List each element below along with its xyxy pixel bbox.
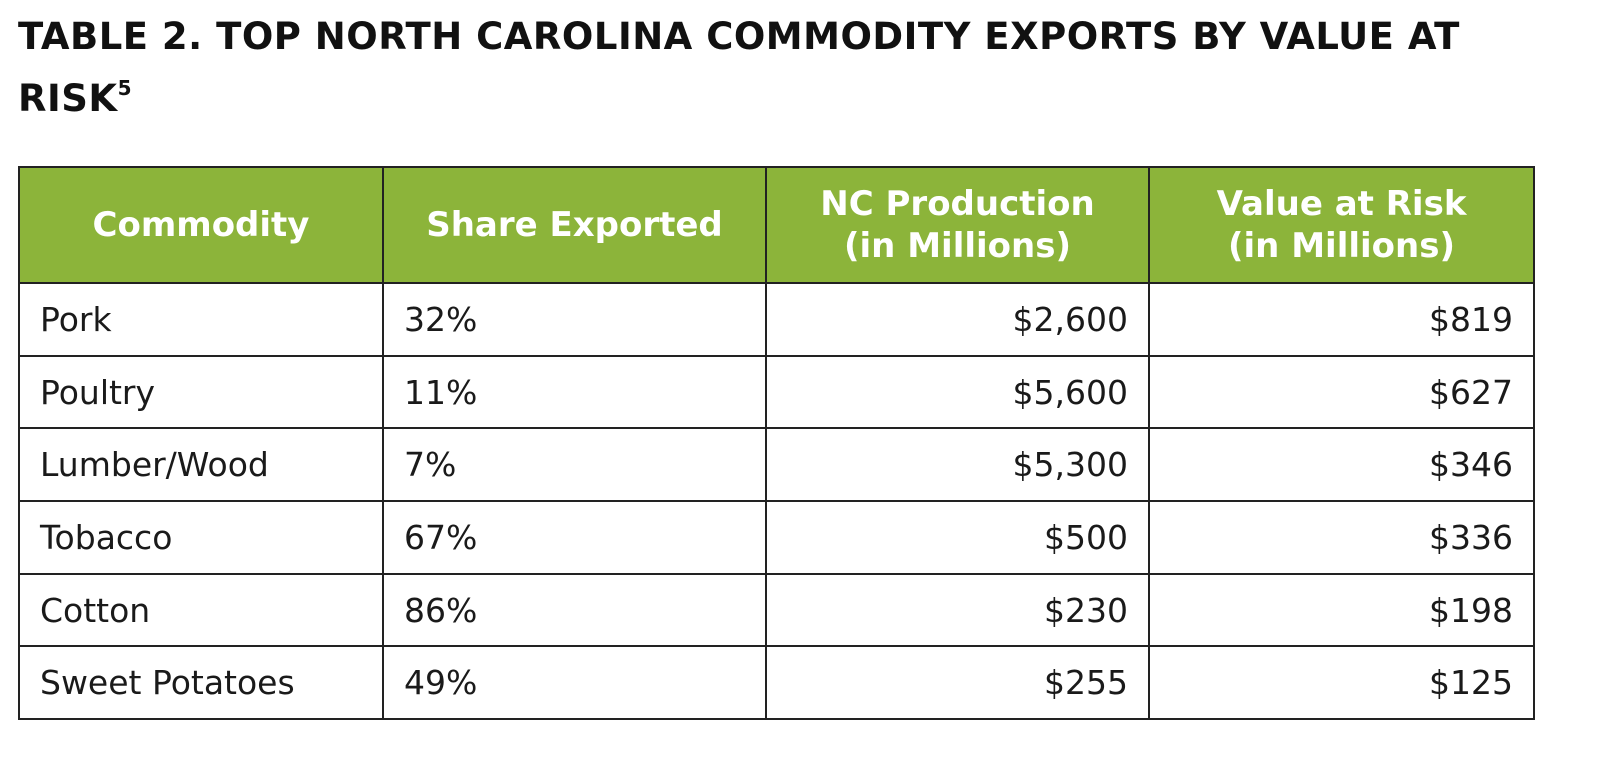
header-text: NC Production — [820, 184, 1095, 224]
table-row: Tobacco 67% $500 $336 — [18, 500, 1535, 575]
table-title: TABLE 2. TOP NORTH CAROLINA COMMODITY EX… — [18, 6, 1518, 130]
table-cell: $500 — [765, 500, 1150, 575]
table-cell: $627 — [1148, 354, 1535, 430]
table-cell: 67% — [382, 500, 767, 575]
table-cell: Cotton — [18, 572, 384, 648]
header-text: Commodity — [92, 205, 310, 245]
header-text: Value at Risk — [1216, 184, 1467, 224]
header-cell: NC Production (in Millions) — [765, 166, 1150, 284]
table-row: Pork 32% $2,600 $819 — [18, 282, 1535, 357]
table-cell: 49% — [382, 645, 767, 721]
footnote-mark: 5 — [117, 76, 132, 100]
table-cell: Lumber/Wood — [18, 427, 384, 503]
header-row: Commodity Share Exported NC Production (in … — [18, 166, 1535, 284]
table-cell: 11% — [382, 354, 767, 430]
table-cell: 86% — [382, 572, 767, 648]
header-text: (in Millions) — [843, 226, 1072, 266]
table-cell: $346 — [1148, 427, 1535, 503]
table-row: Poultry 11% $5,600 $627 — [18, 354, 1535, 430]
table-cell: 32% — [382, 282, 767, 357]
table-cell: $125 — [1148, 645, 1535, 721]
table-cell: 7% — [382, 427, 767, 503]
table-row: Sweet Potatoes 49% $255 $125 — [18, 645, 1535, 721]
table-cell: $2,600 — [765, 282, 1150, 357]
table-cell: Poultry — [18, 354, 384, 430]
table-cell: $230 — [765, 572, 1150, 648]
table-cell: $255 — [765, 645, 1150, 721]
table-cell: $198 — [1148, 572, 1535, 648]
header-cell: Share Exported — [382, 166, 767, 284]
title-text: TABLE 2. TOP NORTH CAROLINA COMMODITY EX… — [18, 15, 1460, 120]
table-cell: $819 — [1148, 282, 1535, 357]
table-row: Lumber/Wood 7% $5,300 $346 — [18, 427, 1535, 503]
header-text: Share Exported — [426, 205, 723, 245]
table-body: Pork 32% $2,600 $819 Poultry 11% $5,600 $627 Lum… — [18, 282, 1535, 721]
table-cell: $5,300 — [765, 427, 1150, 503]
header-text: (in Millions) — [1227, 226, 1456, 266]
table-row: Cotton 86% $230 $198 — [18, 572, 1535, 648]
header-cell: Commodity — [18, 166, 384, 284]
table-cell: Pork — [18, 282, 384, 357]
table-cell: Sweet Potatoes — [18, 645, 384, 721]
exports-table: Commodity Share Exported NC Production (in … — [18, 166, 1535, 721]
table-cell: $336 — [1148, 500, 1535, 575]
table-cell: $5,600 — [765, 354, 1150, 430]
header-cell: Value at Risk (in Millions) — [1148, 166, 1535, 284]
table-cell: Tobacco — [18, 500, 384, 575]
